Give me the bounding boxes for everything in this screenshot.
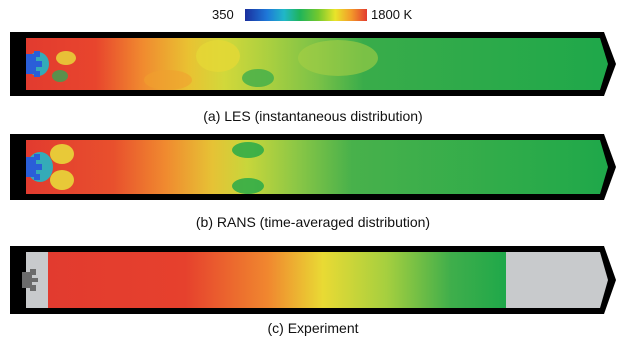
panel-experiment: (c) Experiment — [0, 244, 626, 342]
colorbar: 350 1800 K — [0, 4, 626, 26]
panel-experiment-caption: (c) Experiment — [267, 320, 359, 336]
panel-rans-caption: (b) RANS (time-averaged distribution) — [195, 214, 431, 230]
panel-les: (a) LES (instantaneous distribution) — [0, 28, 626, 128]
les-temperature-field — [10, 32, 616, 96]
colorbar-min-label: 350 — [212, 7, 234, 22]
colorbar-gradient — [245, 9, 367, 21]
panel-rans: (b) RANS (time-averaged distribution) — [0, 130, 626, 234]
experiment-temperature-field — [10, 246, 616, 314]
rans-temperature-field — [10, 134, 616, 200]
colorbar-max-label: 1800 K — [371, 7, 413, 22]
panel-les-caption: (a) LES (instantaneous distribution) — [203, 108, 423, 124]
